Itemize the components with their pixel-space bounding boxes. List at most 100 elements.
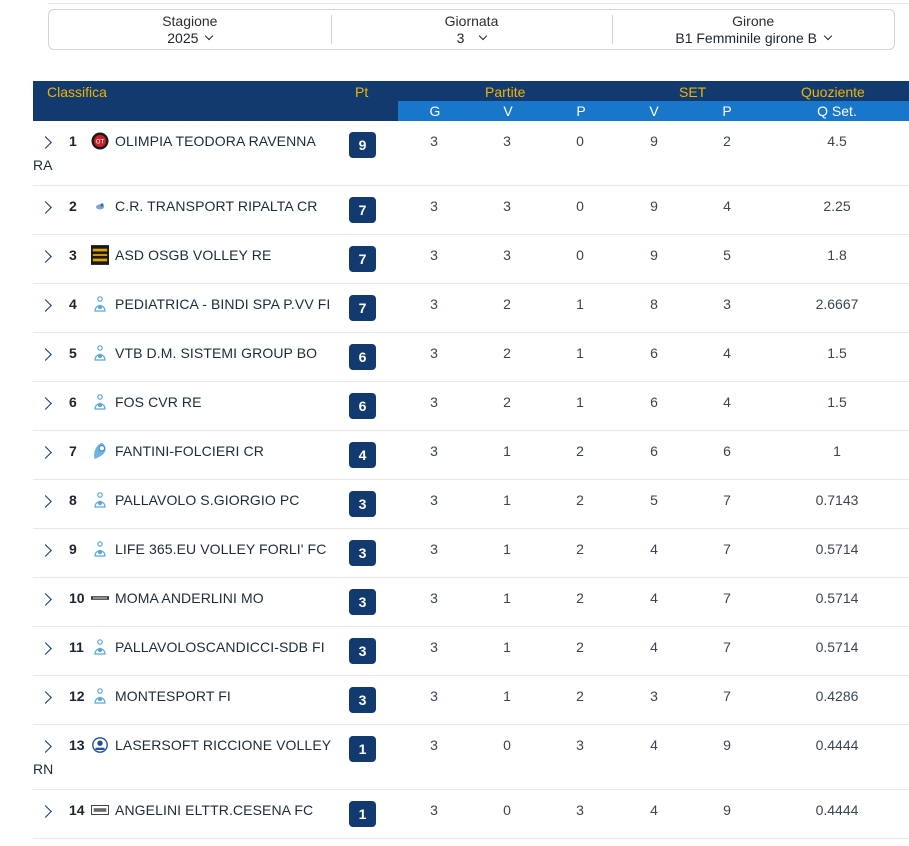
games-won: 1 xyxy=(503,443,511,459)
chevron-right-icon[interactable] xyxy=(39,136,52,149)
position: 3 xyxy=(69,247,77,263)
chevron-right-icon[interactable] xyxy=(39,397,52,410)
games-lost: 0 xyxy=(576,198,584,214)
team-logo-icon xyxy=(91,736,109,754)
points-badge: 3 xyxy=(349,687,376,713)
team-logo-icon xyxy=(91,491,109,509)
standings-row[interactable]: 1 OT OLIMPIA TEODORA RAVENNA RA 9 3 3 0 9 2 4.5 xyxy=(33,121,909,186)
subheader-sets-won: V xyxy=(649,103,659,119)
team-name[interactable]: MONTESPORT FI xyxy=(115,688,231,704)
team-logo-icon xyxy=(91,442,109,460)
sets-won: 4 xyxy=(650,737,658,753)
group-select[interactable]: B1 Femminile girone B xyxy=(675,29,833,47)
position: 6 xyxy=(69,394,77,410)
season-value: 2025 xyxy=(167,29,199,46)
games-played: 3 xyxy=(430,492,438,508)
header-set: SET xyxy=(679,84,707,100)
points-badge: 9 xyxy=(349,132,376,158)
games-played: 3 xyxy=(430,737,438,753)
team-name[interactable]: ASD OSGB VOLLEY RE xyxy=(115,247,272,263)
games-won: 3 xyxy=(503,198,511,214)
team-name[interactable]: ANGELINI ELTTR.CESENA FC xyxy=(115,802,314,818)
sets-won: 4 xyxy=(650,541,658,557)
season-select[interactable]: 2025 xyxy=(167,29,214,47)
games-played: 3 xyxy=(430,133,438,149)
team-name[interactable]: FANTINI-FOLCIERI CR xyxy=(115,443,264,459)
season-filter[interactable]: Stagione 2025 xyxy=(49,10,331,49)
team-name[interactable]: PEDIATRICA - BINDI SPA P.VV FI xyxy=(115,296,331,312)
position: 13 xyxy=(69,737,85,753)
chevron-right-icon[interactable] xyxy=(39,642,52,655)
sets-lost: 7 xyxy=(723,541,731,557)
games-won: 1 xyxy=(503,492,511,508)
team-name[interactable]: LIFE 365.EU VOLLEY FORLI' FC xyxy=(115,541,327,557)
standings-row[interactable]: 10 MOMA ANDERLINI MO 3 3 1 2 4 7 0.5714 xyxy=(33,578,909,627)
team-name[interactable]: FOS CVR RE xyxy=(115,394,202,410)
points-badge: 1 xyxy=(349,801,376,827)
games-played: 3 xyxy=(430,296,438,312)
sets-won: 9 xyxy=(650,133,658,149)
chevron-right-icon[interactable] xyxy=(39,446,52,459)
points-badge: 6 xyxy=(349,344,376,370)
chevron-right-icon[interactable] xyxy=(39,544,52,557)
games-played: 3 xyxy=(430,639,438,655)
chevron-right-icon[interactable] xyxy=(39,691,52,704)
games-won: 3 xyxy=(503,247,511,263)
matchday-filter[interactable]: Giornata 3 xyxy=(330,10,613,49)
team-name[interactable]: VTB D.M. SISTEMI GROUP BO xyxy=(115,345,318,361)
team-name[interactable]: LASERSOFT RICCIONE VOLLEY xyxy=(115,737,332,753)
standings-row[interactable]: 14 ANGELINI ELTTR.CESENA FC 1 3 0 3 4 9 0.4444 xyxy=(33,790,909,839)
sets-won: 4 xyxy=(650,590,658,606)
games-won: 1 xyxy=(503,541,511,557)
header-classifica: Classifica xyxy=(47,84,107,100)
team-name[interactable]: OLIMPIA TEODORA RAVENNA xyxy=(115,133,316,149)
sets-lost: 7 xyxy=(723,492,731,508)
chevron-right-icon[interactable] xyxy=(39,348,52,361)
chevron-right-icon[interactable] xyxy=(39,299,52,312)
standings-row[interactable]: 2 C.R. TRANSPORT RIPALTA CR 7 3 3 0 9 4 2.25 xyxy=(33,186,909,235)
games-lost: 2 xyxy=(576,688,584,704)
standings-row[interactable]: 4 PEDIATRICA - BINDI SPA P.VV FI 7 3 2 1 8 3 2.6… xyxy=(33,284,909,333)
standings-row[interactable]: 7 FANTINI-FOLCIERI CR 4 3 1 2 6 6 1 xyxy=(33,431,909,480)
standings-row[interactable]: 8 PALLAVOLO S.GIORGIO PC 3 3 1 2 5 7 0.7143 xyxy=(33,480,909,529)
group-value: B1 Femminile girone B xyxy=(675,29,817,46)
games-played: 3 xyxy=(430,198,438,214)
sets-lost: 4 xyxy=(723,198,731,214)
matchday-select[interactable]: 3 xyxy=(457,30,488,47)
set-quotient: 4.5 xyxy=(827,133,847,149)
top-divider xyxy=(48,3,909,4)
standings-row[interactable]: 5 VTB D.M. SISTEMI GROUP BO 6 3 2 1 6 4 1.5 xyxy=(33,333,909,382)
team-name[interactable]: C.R. TRANSPORT RIPALTA CR xyxy=(115,198,318,214)
standings-row[interactable]: 9 LIFE 365.EU VOLLEY FORLI' FC 3 3 1 2 4 7 0.571… xyxy=(33,529,909,578)
team-name[interactable]: PALLAVOLOSCANDICCI-SDB FI xyxy=(115,639,325,655)
chevron-right-icon[interactable] xyxy=(39,495,52,508)
team-logo-icon xyxy=(91,687,109,705)
svg-text:OT: OT xyxy=(96,139,105,146)
sets-won: 6 xyxy=(650,443,658,459)
chevron-down-icon xyxy=(823,31,833,41)
group-filter[interactable]: Girone B1 Femminile girone B xyxy=(612,10,894,49)
games-won: 3 xyxy=(503,133,511,149)
standings-row[interactable]: 3 ASD OSGB VOLLEY RE 7 3 3 0 9 5 1.8 xyxy=(33,235,909,284)
chevron-right-icon[interactable] xyxy=(39,593,52,606)
standings-row[interactable]: 12 MONTESPORT FI 3 3 1 2 3 7 0.4286 xyxy=(33,676,909,725)
chevron-right-icon[interactable] xyxy=(39,201,52,214)
standings-row[interactable]: 13 LASERSOFT RICCIONE VOLLEY RN 1 3 0 3 4 9 0.444… xyxy=(33,725,909,790)
standings-row[interactable]: 11 PALLAVOLOSCANDICCI-SDB FI 3 3 1 2 4 7 0.5714 xyxy=(33,627,909,676)
chevron-right-icon[interactable] xyxy=(39,740,52,753)
games-played: 3 xyxy=(430,394,438,410)
games-lost: 2 xyxy=(576,443,584,459)
standings-row[interactable]: 6 FOS CVR RE 6 3 2 1 6 4 1.5 xyxy=(33,382,909,431)
header-points: Pt xyxy=(355,84,369,100)
team-name[interactable]: PALLAVOLO S.GIORGIO PC xyxy=(115,492,300,508)
games-played: 3 xyxy=(430,247,438,263)
position: 8 xyxy=(69,492,77,508)
games-lost: 2 xyxy=(576,492,584,508)
games-won: 2 xyxy=(503,394,511,410)
team-name[interactable]: MOMA ANDERLINI MO xyxy=(115,590,264,606)
chevron-right-icon[interactable] xyxy=(39,805,52,818)
set-quotient: 0.4444 xyxy=(815,737,859,753)
games-played: 3 xyxy=(430,802,438,818)
set-quotient: 0.4444 xyxy=(815,802,859,818)
chevron-right-icon[interactable] xyxy=(39,250,52,263)
